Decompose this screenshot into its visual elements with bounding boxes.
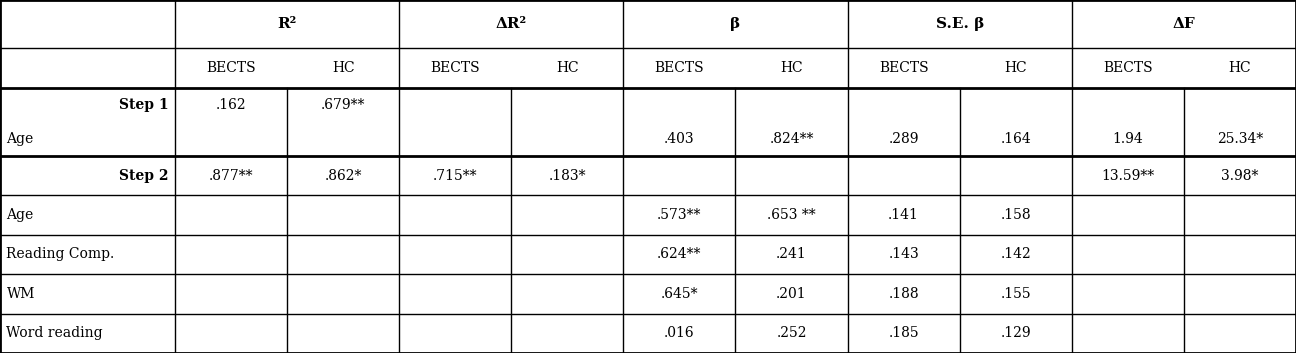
Text: Age: Age — [6, 208, 34, 222]
Text: BECTS: BECTS — [654, 61, 704, 75]
Text: HC: HC — [1229, 61, 1251, 75]
Text: S.E. β: S.E. β — [936, 17, 984, 31]
Text: .403: .403 — [664, 132, 695, 146]
Text: .141: .141 — [888, 208, 919, 222]
Text: β: β — [731, 17, 740, 31]
Text: .653 **: .653 ** — [767, 208, 816, 222]
Text: WM: WM — [6, 287, 35, 301]
Text: .129: .129 — [1001, 326, 1032, 340]
Text: .158: .158 — [1001, 208, 1032, 222]
Text: .142: .142 — [1001, 247, 1032, 262]
Text: .143: .143 — [888, 247, 919, 262]
Text: Word reading: Word reading — [6, 326, 104, 340]
Text: 1.94: 1.94 — [1112, 132, 1143, 146]
Text: .241: .241 — [776, 247, 807, 262]
Text: Age: Age — [6, 132, 34, 146]
Text: .183*: .183* — [548, 169, 586, 183]
Text: HC: HC — [780, 61, 802, 75]
Text: .679**: .679** — [321, 98, 365, 112]
Text: .877**: .877** — [209, 169, 253, 183]
Text: .016: .016 — [664, 326, 695, 340]
Text: .201: .201 — [776, 287, 807, 301]
Text: HC: HC — [1004, 61, 1026, 75]
Text: Step 1: Step 1 — [119, 98, 168, 112]
Text: HC: HC — [332, 61, 354, 75]
Text: Step 2: Step 2 — [119, 169, 168, 183]
Text: .188: .188 — [888, 287, 919, 301]
Text: BECTS: BECTS — [879, 61, 928, 75]
Text: ΔR²: ΔR² — [495, 17, 527, 31]
Text: 25.34*: 25.34* — [1217, 132, 1264, 146]
Text: HC: HC — [556, 61, 578, 75]
Text: .289: .289 — [888, 132, 919, 146]
Text: .573**: .573** — [657, 208, 701, 222]
Text: .164: .164 — [1001, 132, 1032, 146]
Text: 13.59**: 13.59** — [1102, 169, 1155, 183]
Text: .715**: .715** — [433, 169, 477, 183]
Text: .162: .162 — [215, 98, 246, 112]
Text: .824**: .824** — [770, 132, 814, 146]
Text: BECTS: BECTS — [206, 61, 255, 75]
Text: .252: .252 — [776, 326, 807, 340]
Text: 3.98*: 3.98* — [1221, 169, 1258, 183]
Text: Reading Comp.: Reading Comp. — [6, 247, 115, 262]
Text: .862*: .862* — [324, 169, 362, 183]
Text: ΔF: ΔF — [1173, 17, 1195, 31]
Text: R²: R² — [277, 17, 297, 31]
Text: .185: .185 — [888, 326, 919, 340]
Text: .645*: .645* — [661, 287, 699, 301]
Text: BECTS: BECTS — [1103, 61, 1152, 75]
Text: .624**: .624** — [657, 247, 701, 262]
Text: BECTS: BECTS — [430, 61, 480, 75]
Text: .155: .155 — [1001, 287, 1032, 301]
